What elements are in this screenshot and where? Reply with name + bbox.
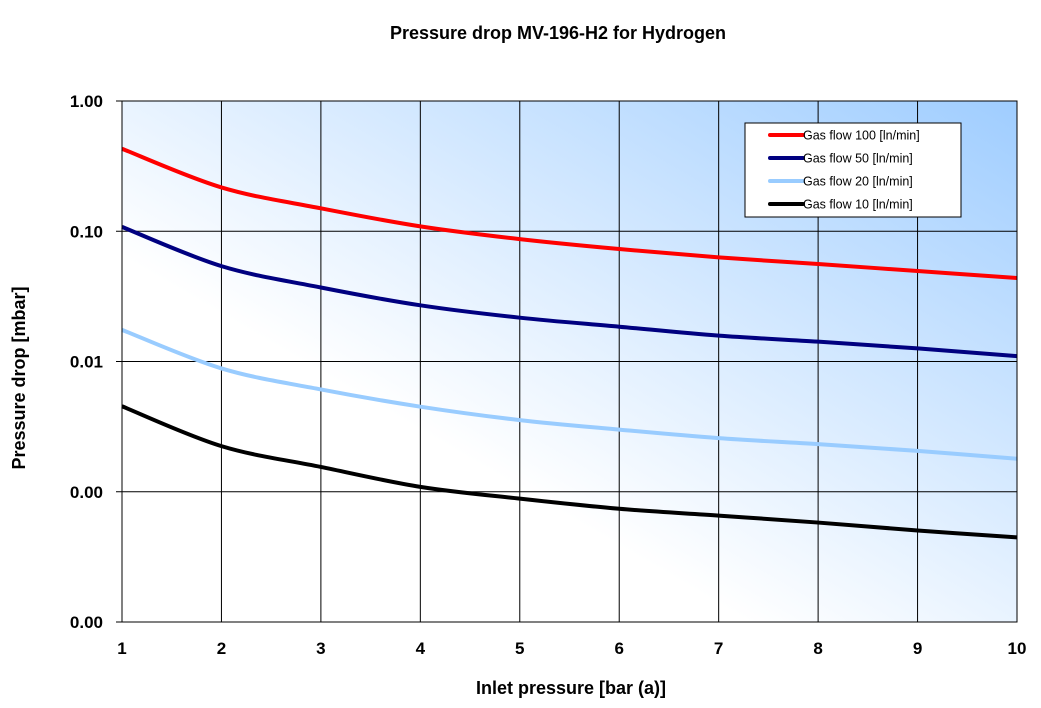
x-tick-label: 9: [913, 639, 922, 658]
y-axis-label: Pressure drop [mbar]: [9, 286, 29, 469]
y-tick-label: 0.10: [70, 222, 103, 241]
x-tick-label: 7: [714, 639, 723, 658]
plot-frame: [121, 100, 1018, 623]
legend-label: Gas flow 50 [ln/min]: [803, 152, 913, 166]
series-line: [121, 225, 1018, 359]
series-lines: [121, 146, 1018, 540]
y-tick-label: 0.01: [70, 353, 103, 372]
legend-label: Gas flow 10 [ln/min]: [803, 198, 913, 212]
chart-title: Pressure drop MV-196-H2 for Hydrogen: [390, 23, 726, 43]
x-tick-label: 1: [117, 639, 126, 658]
y-tick-label: 0.00: [70, 483, 103, 502]
legend-label: Gas flow 100 [ln/min]: [803, 129, 920, 143]
x-axis-label: Inlet pressure [bar (a)]: [476, 678, 666, 698]
tick-labels: 1 2 3 4 5 6 7 8 9 10 1.00 0.10 0.01 0.00 0.00: [70, 92, 1027, 658]
x-tick-label: 6: [614, 639, 623, 658]
legend-box: [744, 122, 962, 218]
legend: Gas flow 100 [ln/min] Gas flow 50 [ln/min…: [744, 122, 962, 218]
series-line: [121, 327, 1018, 461]
series-line: [121, 404, 1018, 540]
y-tick-label: 1.00: [70, 92, 103, 111]
x-tick-label: 5: [515, 639, 524, 658]
x-tick-label: 2: [217, 639, 226, 658]
series-line: [121, 146, 1018, 280]
legend-label: Gas flow 20 [ln/min]: [803, 175, 913, 189]
y-tick-label: 0.00: [70, 613, 103, 632]
x-tick-label: 10: [1008, 639, 1027, 658]
x-tick-label: 8: [813, 639, 822, 658]
x-tick-label: 3: [316, 639, 325, 658]
x-tick-label: 4: [416, 639, 426, 658]
